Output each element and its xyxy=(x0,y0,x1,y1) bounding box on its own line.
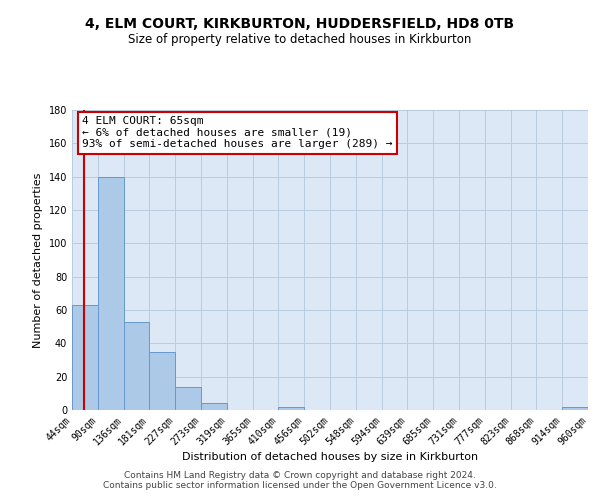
Bar xyxy=(72,305,98,410)
Bar xyxy=(124,322,149,410)
Bar xyxy=(278,406,304,410)
Text: Contains HM Land Registry data © Crown copyright and database right 2024.
Contai: Contains HM Land Registry data © Crown c… xyxy=(103,470,497,490)
Bar xyxy=(175,386,201,410)
Text: Size of property relative to detached houses in Kirkburton: Size of property relative to detached ho… xyxy=(128,32,472,46)
Bar xyxy=(562,406,588,410)
Text: 4, ELM COURT, KIRKBURTON, HUDDERSFIELD, HD8 0TB: 4, ELM COURT, KIRKBURTON, HUDDERSFIELD, … xyxy=(85,18,515,32)
Text: 4 ELM COURT: 65sqm
← 6% of detached houses are smaller (19)
93% of semi-detached: 4 ELM COURT: 65sqm ← 6% of detached hous… xyxy=(82,116,393,149)
Bar xyxy=(149,352,175,410)
Y-axis label: Number of detached properties: Number of detached properties xyxy=(33,172,43,348)
Bar xyxy=(201,404,227,410)
X-axis label: Distribution of detached houses by size in Kirkburton: Distribution of detached houses by size … xyxy=(182,452,478,462)
Bar xyxy=(98,176,124,410)
